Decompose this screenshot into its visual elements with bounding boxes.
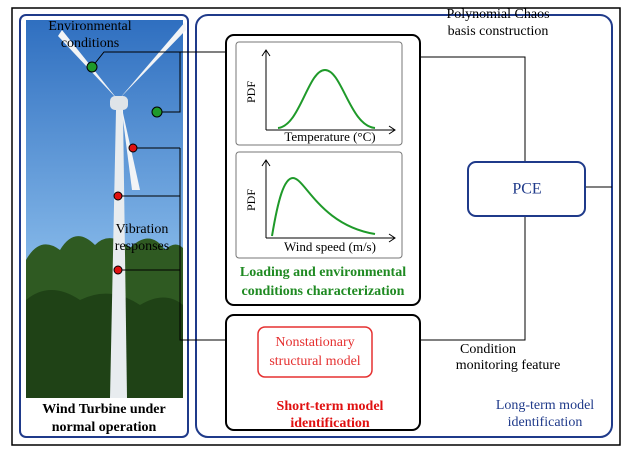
sensor-dot bbox=[151, 106, 163, 118]
basis-label: Polynomial Chaos bbox=[446, 7, 549, 22]
turbine-caption: Wind Turbine under bbox=[42, 402, 165, 417]
long-term-caption: identification bbox=[508, 415, 583, 430]
sensor-dot bbox=[86, 61, 98, 73]
y-axis-label: PDF bbox=[244, 189, 258, 211]
short-term-caption: identification bbox=[290, 416, 370, 431]
feature-label: monitoring feature bbox=[456, 358, 561, 373]
vibration-label: Vibration bbox=[116, 222, 169, 237]
environmental-label: conditions bbox=[61, 36, 119, 51]
short-term-caption: Short-term model bbox=[277, 399, 384, 414]
connectors bbox=[91, 51, 612, 341]
y-axis-label: PDF bbox=[244, 81, 258, 103]
model-label: Nonstationary bbox=[275, 335, 354, 350]
outer-frame bbox=[11, 7, 621, 446]
turbine-caption: normal operation bbox=[52, 420, 157, 435]
plot-axes bbox=[261, 49, 396, 243]
x-axis-label: Wind speed (m/s) bbox=[284, 239, 376, 254]
wind-pdf bbox=[271, 176, 376, 237]
vibration-label: responses bbox=[115, 239, 169, 254]
loading-caption: Loading and environmental bbox=[240, 265, 406, 280]
turbine-photo bbox=[26, 20, 186, 398]
feature-label: Condition bbox=[460, 342, 516, 357]
environmental-label: Environmental bbox=[48, 19, 131, 34]
long-term-caption: Long-term model bbox=[496, 398, 594, 413]
sensor-dot bbox=[128, 143, 138, 153]
x-axis-label: Temperature (°C) bbox=[284, 129, 375, 144]
model-box bbox=[257, 326, 373, 378]
temperature-pdf bbox=[277, 68, 376, 129]
sensor-dot bbox=[113, 191, 123, 201]
loading-caption: conditions characterization bbox=[242, 284, 405, 299]
long-term-panel bbox=[195, 14, 613, 438]
sensor-dot bbox=[113, 265, 123, 275]
model-label: structural model bbox=[269, 354, 360, 369]
pce-box bbox=[467, 161, 586, 217]
basis-label: basis construction bbox=[448, 24, 549, 39]
pce-label: PCE bbox=[512, 181, 541, 198]
